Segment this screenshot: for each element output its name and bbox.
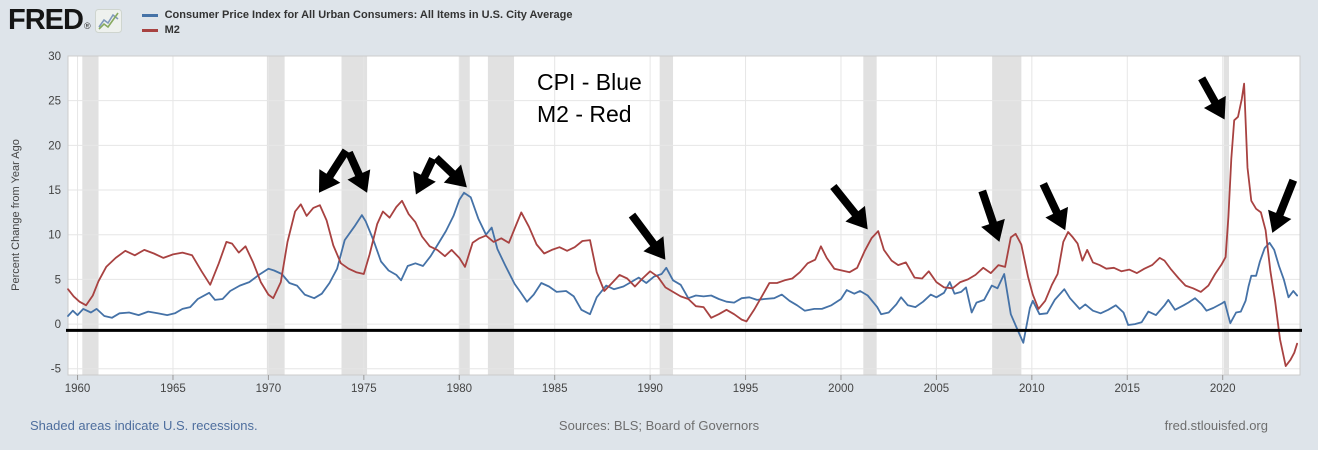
x-tick-label: 2020 bbox=[1210, 383, 1236, 395]
x-tick-label: 1995 bbox=[733, 383, 759, 395]
cpi-legend-swatch bbox=[141, 13, 158, 17]
annotation-arrow-head bbox=[413, 171, 436, 195]
x-tick-label: 1985 bbox=[542, 383, 568, 395]
y-tick-label: 0 bbox=[55, 319, 61, 331]
chart-note: CPI - Blue M2 - Red bbox=[537, 66, 642, 130]
y-tick-label: -5 bbox=[51, 364, 61, 376]
y-tick-label: 15 bbox=[48, 185, 61, 197]
header: FRED ® Consumer Price Index for All Urba… bbox=[8, 5, 573, 37]
recession-band bbox=[487, 56, 515, 375]
annotation-arrow-head bbox=[443, 164, 467, 188]
x-tick-label: 2010 bbox=[1019, 383, 1045, 395]
recession-band bbox=[659, 56, 674, 375]
annotation-arrow-head bbox=[845, 205, 868, 230]
fred-logo-text: FRED bbox=[8, 4, 84, 36]
annotation-arrow-shaft bbox=[345, 150, 365, 180]
legend-item-m2: M2 bbox=[141, 23, 573, 37]
fred-logo[interactable]: FRED ® bbox=[8, 5, 126, 35]
annotation-arrow-shaft bbox=[433, 154, 459, 180]
recession-note-link[interactable]: Shaded areas indicate U.S. recessions. bbox=[30, 418, 258, 433]
annotation-arrow-head bbox=[318, 169, 341, 193]
x-tick-label: 2005 bbox=[924, 383, 950, 395]
x-tick-label: 1965 bbox=[160, 383, 186, 395]
x-tick-label: 2000 bbox=[828, 383, 854, 395]
y-axis-title: Percent Change from Year Ago bbox=[10, 139, 22, 291]
y-tick-label: 10 bbox=[48, 230, 61, 242]
annotation-arrow-shaft bbox=[978, 189, 999, 228]
annotation-arrow-shaft bbox=[628, 212, 660, 250]
legend-item-cpi: Consumer Price Index for All Urban Consu… bbox=[141, 8, 573, 22]
annotation-arrow-shaft bbox=[324, 148, 350, 182]
cpi-line bbox=[67, 191, 1298, 344]
x-tick-label: 1975 bbox=[351, 383, 377, 395]
chart-note-line-2: M2 - Red bbox=[537, 101, 632, 127]
plot-area[interactable] bbox=[68, 56, 1300, 375]
recession-band bbox=[82, 56, 99, 375]
x-tick-label: 1980 bbox=[446, 383, 472, 395]
chart-legend: Consumer Price Index for All Urban Consu… bbox=[141, 8, 573, 37]
plot-border bbox=[67, 55, 1301, 376]
m2-legend-swatch bbox=[141, 28, 158, 32]
x-tick-label: 1960 bbox=[65, 383, 91, 395]
fred-url-link[interactable]: fred.stlouisfed.org bbox=[1164, 418, 1268, 433]
x-tick-label: 1990 bbox=[637, 383, 663, 395]
annotation-arrow-shaft bbox=[1198, 76, 1221, 108]
annotation-arrow-head bbox=[643, 236, 666, 260]
annotation-arrow-shaft bbox=[1039, 182, 1063, 218]
annotation-arrow-shaft bbox=[1274, 178, 1298, 220]
recession-band bbox=[992, 56, 1022, 375]
x-tick-label: 2015 bbox=[1114, 383, 1140, 395]
fred-logo-sparkline-icon bbox=[94, 9, 122, 33]
recession-band bbox=[341, 56, 368, 375]
recession-band bbox=[266, 56, 285, 375]
y-tick-label: 25 bbox=[48, 96, 61, 108]
y-tick-label: 5 bbox=[55, 274, 61, 286]
sources-text: Sources: BLS; Board of Governors bbox=[558, 418, 760, 433]
annotation-arrow-head bbox=[347, 169, 371, 193]
annotation-arrow-head bbox=[1045, 206, 1069, 231]
annotation-arrow-head bbox=[981, 218, 1005, 242]
recession-band bbox=[459, 56, 470, 375]
annotation-arrow-head bbox=[1203, 95, 1226, 120]
recession-band bbox=[1223, 56, 1230, 375]
y-tick-label: 20 bbox=[48, 140, 61, 152]
y-tick-label: 30 bbox=[48, 51, 61, 63]
chart-note-line-1: CPI - Blue bbox=[537, 69, 642, 95]
x-tick-label: 1970 bbox=[256, 383, 282, 395]
annotation-arrow-shaft bbox=[830, 183, 861, 220]
m2-legend-label: M2 bbox=[164, 24, 180, 36]
annotation-arrow-head bbox=[1268, 209, 1292, 233]
m2-line bbox=[67, 82, 1298, 368]
cpi-legend-label: Consumer Price Index for All Urban Consu… bbox=[164, 9, 573, 21]
registered-trademark-mark: ® bbox=[83, 21, 91, 31]
